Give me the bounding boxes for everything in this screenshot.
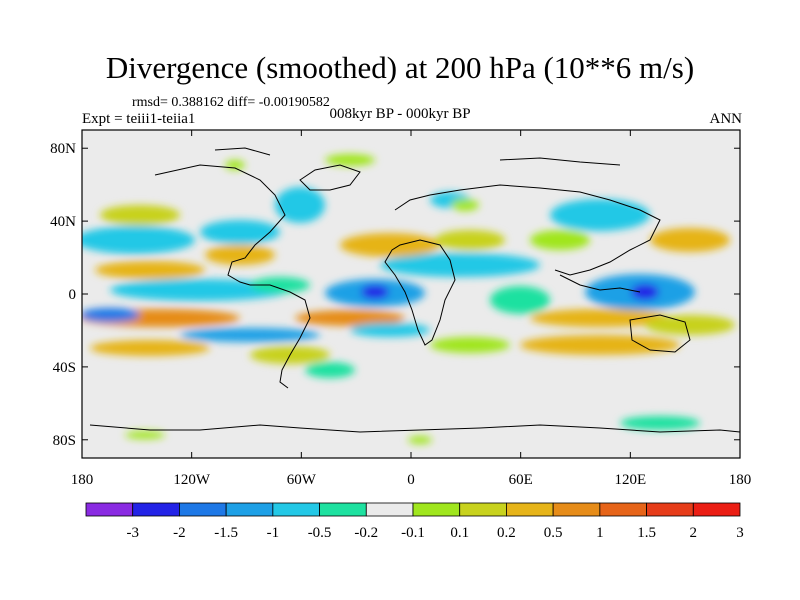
colorbar-swatch [506, 502, 554, 517]
field-blobs [82, 154, 735, 444]
lon-tick-label: 60W [287, 472, 317, 488]
colorbar-label: -1 [267, 525, 280, 541]
lon-tick-label: 0 [407, 472, 415, 488]
axis-ticks: 80N 40N 0 40S 80S 180 120W 60W 0 60E 120E 180 [50, 130, 751, 488]
colorbar-swatch [692, 502, 741, 517]
colorbar-swatch [272, 502, 320, 517]
lat-tick-label: 40S [53, 360, 76, 376]
colorbar-label: -2 [173, 525, 186, 541]
colorbar-swatch [179, 502, 227, 517]
lon-tick-label: 180 [71, 472, 94, 488]
colorbar-label: 2 [690, 525, 698, 541]
season-label: ANN [709, 111, 743, 127]
colorbar-label: -0.2 [354, 525, 378, 541]
stats-line: rmsd= 0.388162 diff= -0.00190582 [132, 95, 330, 110]
colorbar-label: 0.2 [497, 525, 516, 541]
plot-title: Divergence (smoothed) at 200 hPa (10**6 … [105, 50, 695, 85]
period-label: 008kyr BP - 000kyr BP [329, 106, 471, 122]
lat-tick-label: 80S [53, 433, 76, 449]
colorbar-label: 0.1 [450, 525, 469, 541]
lat-tick-label: 80N [50, 141, 76, 157]
colorbar-label: 1 [596, 525, 604, 541]
colorbar-label: -0.5 [308, 525, 332, 541]
colorbar-label: 0.5 [544, 525, 563, 541]
colorbar-label: -1.5 [214, 525, 238, 541]
colorbar-swatch [599, 502, 647, 517]
lat-tick-label: 0 [69, 287, 77, 303]
colorbar-label: -0.1 [401, 525, 425, 541]
colorbar-swatch [132, 502, 180, 517]
colorbar-swatch [319, 502, 367, 517]
divergence-field [82, 130, 740, 458]
colorbar-label: 1.5 [637, 525, 656, 541]
lon-tick-label: 120E [614, 472, 646, 488]
lon-tick-label: 180 [729, 472, 752, 488]
lon-tick-label: 60E [509, 472, 533, 488]
colorbar-swatch [85, 502, 134, 517]
coastlines [89, 147, 740, 433]
colorbar-swatch [646, 502, 694, 517]
colorbar-swatch [552, 502, 601, 517]
experiment-label: Expt = teiii1-teiia1 [82, 111, 196, 127]
colorbar-swatch [412, 502, 461, 517]
colorbar-swatch [459, 502, 507, 517]
lon-tick-label: 120W [173, 472, 211, 488]
colorbar-label: -3 [126, 525, 139, 541]
colorbar-swatch [365, 502, 414, 517]
colorbar-label: 3 [736, 525, 744, 541]
lat-tick-label: 40N [50, 214, 76, 230]
colorbar-swatch [225, 502, 274, 517]
colorbar: -3 -2 -1.5 -1 -0.5 -0.2 -0.1 0.1 0.2 0.5 1 1.5 2 3 [85, 502, 744, 541]
